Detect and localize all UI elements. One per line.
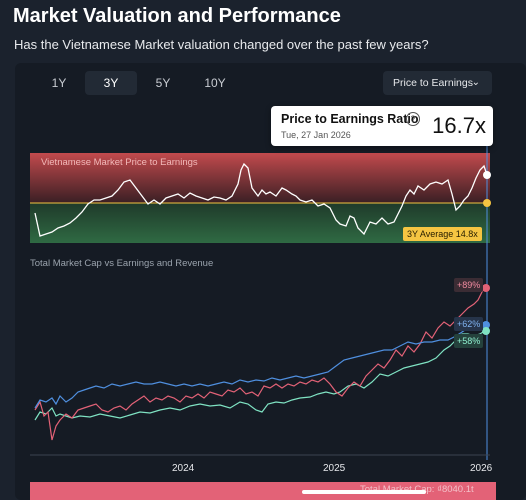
tab-3y[interactable]: 3Y: [85, 71, 137, 95]
perf-chart-label: Total Market Cap vs Earnings and Revenue: [30, 258, 214, 269]
tooltip-value: 16.7x: [432, 113, 486, 138]
x-tick-2026: 2026: [470, 463, 493, 474]
page-title: Market Valuation and Performance: [13, 5, 341, 27]
pe-current-dot: [483, 171, 491, 179]
tab-10y[interactable]: 10Y: [204, 76, 226, 90]
pe-chart-label: Vietnamese Market Price to Earnings: [41, 157, 198, 168]
chevron-down-icon: ⌄: [471, 77, 480, 88]
footer-text: Total Market Cap: ₫8040.1t: [360, 484, 474, 495]
tab-1y[interactable]: 1Y: [51, 76, 67, 90]
market-cap-tag: +89%: [454, 278, 484, 292]
earnings-tag: +62%: [454, 317, 484, 331]
period-tabs: 1Y 3Y 5Y 10Y: [33, 71, 241, 95]
page-subtitle: Has the Vietnamese Market valuation chan…: [14, 37, 429, 52]
info-icon[interactable]: ?: [406, 112, 420, 126]
tooltip-title: Price to Earnings Ratio: [281, 112, 419, 126]
market-cap-bar: [30, 482, 496, 500]
pe-line: [34, 162, 488, 237]
tooltip-date: Tue, 27 Jan 2026: [281, 130, 351, 140]
revenue-tag: +58%: [454, 334, 484, 348]
market-cap-line: [34, 287, 485, 441]
earnings-dot: [482, 321, 490, 329]
revenue-line: [34, 329, 487, 421]
pe-tooltip: Price to Earnings Ratio ? Tue, 27 Jan 20…: [271, 106, 493, 146]
market-cap-dot: [482, 284, 490, 292]
x-tick-2025: 2025: [323, 463, 346, 474]
home-indicator[interactable]: [302, 490, 426, 494]
metric-dropdown[interactable]: Price to Earnings ⌄: [383, 71, 492, 95]
metric-dropdown-label: Price to Earnings: [393, 77, 473, 89]
average-badge: 3Y Average 14.8x: [403, 227, 482, 241]
pe-average-dot: [483, 199, 491, 207]
tab-5y[interactable]: 5Y: [155, 76, 171, 90]
earnings-line: [34, 323, 487, 409]
revenue-dot: [482, 327, 490, 335]
x-tick-2024: 2024: [172, 463, 195, 474]
pe-above-area: [30, 153, 490, 203]
